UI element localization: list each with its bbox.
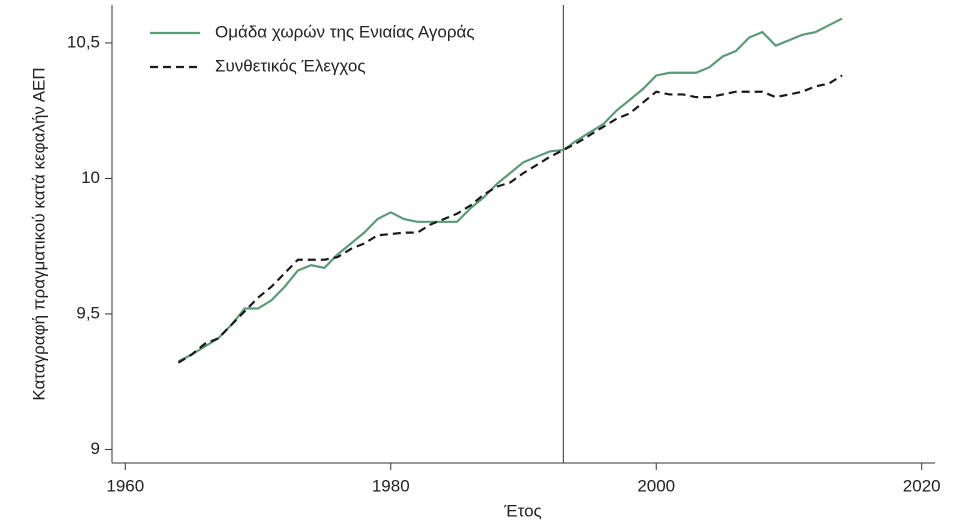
y-tick-label: 10,5 [67, 32, 100, 51]
series-line [177, 74, 843, 364]
y-axis-label: Καταγραφή πραγματικού κατά κεφαλήν ΑΕΠ [29, 67, 48, 400]
y-tick-label: 10 [81, 168, 100, 187]
x-tick-label: 2000 [637, 476, 675, 495]
legend-label: Συνθετικός Έλεγχος [215, 56, 366, 75]
y-tick-label: 9 [91, 439, 100, 458]
x-tick-label: 1960 [106, 476, 144, 495]
x-axis-label: Έτος [503, 501, 541, 520]
y-tick-label: 9,5 [76, 303, 100, 322]
x-tick-label: 1980 [372, 476, 410, 495]
legend-label: Ομάδα χωρών της Ενιαίας Αγοράς [215, 22, 475, 41]
x-tick-label: 2020 [903, 476, 941, 495]
series-line [177, 17, 843, 363]
